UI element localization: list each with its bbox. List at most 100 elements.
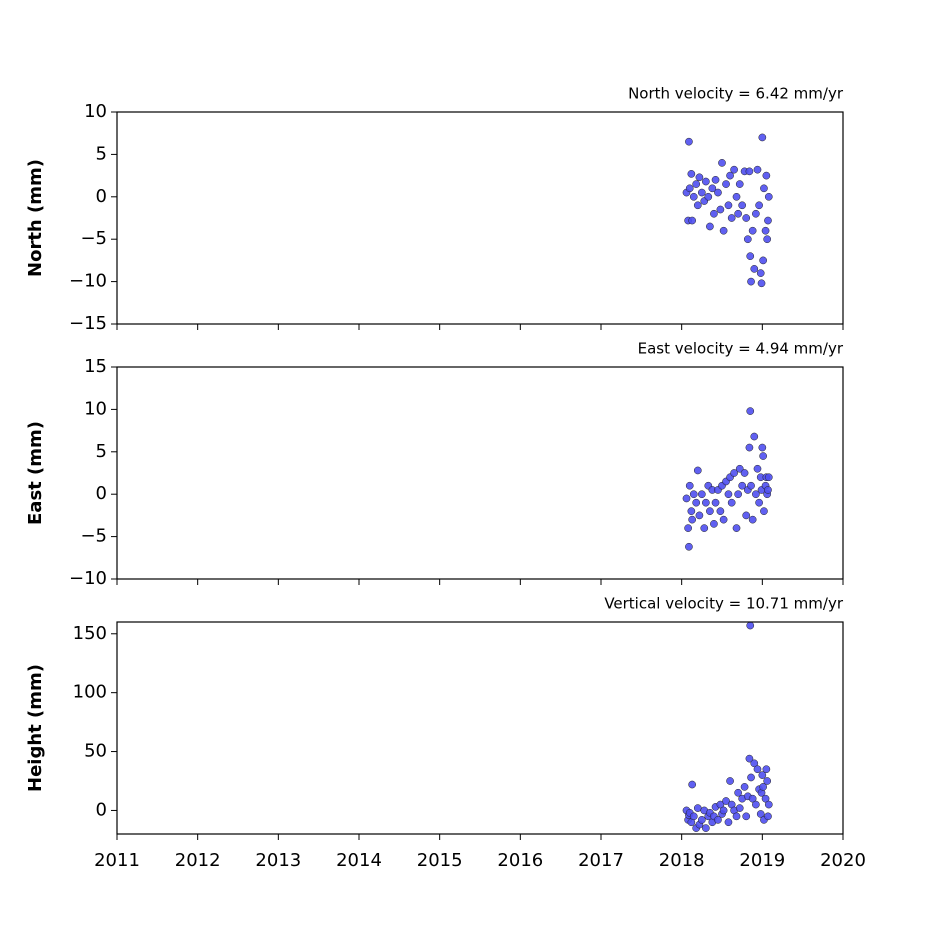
data-point bbox=[764, 800, 773, 809]
x-tick-label: 2013 bbox=[255, 850, 301, 871]
y-tick-label: 150 bbox=[73, 623, 107, 644]
data-point bbox=[759, 256, 767, 265]
data-point bbox=[716, 800, 725, 809]
data-point bbox=[685, 184, 694, 193]
data-point bbox=[732, 812, 741, 821]
data-point bbox=[742, 214, 751, 222]
data-point bbox=[740, 469, 749, 477]
data-point bbox=[750, 432, 759, 441]
data-point bbox=[760, 184, 768, 193]
data-point bbox=[726, 171, 734, 180]
data-point bbox=[708, 184, 717, 193]
y-tick-label: 15 bbox=[84, 356, 107, 377]
x-tick-label: 2011 bbox=[94, 850, 140, 871]
data-point bbox=[689, 490, 698, 499]
data-point bbox=[688, 780, 697, 789]
y-tick-label: −10 bbox=[69, 271, 107, 292]
data-point bbox=[764, 812, 772, 821]
data-point bbox=[724, 818, 733, 827]
data-point bbox=[685, 481, 694, 490]
data-point bbox=[747, 773, 755, 782]
panel-title: North velocity = 6.42 mm/yr bbox=[628, 85, 844, 103]
data-point bbox=[735, 180, 744, 188]
data-point bbox=[697, 816, 706, 824]
data-point bbox=[764, 192, 773, 201]
data-point bbox=[732, 524, 741, 532]
data-point bbox=[724, 490, 733, 499]
data-point bbox=[753, 765, 762, 774]
data-point bbox=[735, 804, 744, 812]
data-point bbox=[724, 201, 733, 210]
y-tick-label: −5 bbox=[80, 228, 107, 249]
y-tick-label: −15 bbox=[69, 313, 107, 334]
data-point bbox=[716, 507, 725, 516]
data-point bbox=[710, 209, 718, 218]
data-point bbox=[719, 515, 728, 524]
data-point bbox=[747, 277, 755, 286]
data-point bbox=[758, 771, 767, 779]
data-point bbox=[763, 235, 772, 244]
data-point bbox=[700, 524, 709, 532]
plot-frame bbox=[116, 111, 844, 325]
data-point bbox=[689, 192, 698, 201]
data-point bbox=[755, 498, 763, 507]
data-point bbox=[738, 481, 747, 490]
data-point bbox=[732, 192, 741, 201]
data-point bbox=[748, 794, 757, 803]
data-point bbox=[714, 816, 722, 824]
data-point bbox=[685, 542, 693, 551]
y-tick-label: 5 bbox=[96, 143, 107, 164]
data-point bbox=[758, 133, 767, 142]
data-point bbox=[727, 214, 736, 222]
data-point bbox=[753, 464, 762, 473]
y-tick-label: 10 bbox=[84, 101, 107, 122]
data-point bbox=[752, 800, 760, 809]
y-tick-label: 5 bbox=[96, 441, 107, 462]
data-point bbox=[687, 507, 696, 516]
data-point bbox=[752, 209, 760, 218]
data-point bbox=[760, 507, 768, 516]
data-point bbox=[706, 222, 714, 231]
data-point bbox=[727, 498, 736, 507]
data-point bbox=[763, 777, 772, 785]
data-point bbox=[764, 216, 772, 225]
data-point bbox=[746, 252, 755, 261]
data-point bbox=[740, 783, 749, 791]
y-tick-label: 0 bbox=[96, 186, 107, 207]
data-point bbox=[738, 201, 747, 210]
data-point bbox=[748, 226, 757, 235]
data-point bbox=[759, 452, 767, 460]
data-point bbox=[714, 188, 722, 197]
data-point bbox=[718, 159, 726, 167]
data-point bbox=[711, 175, 720, 184]
y-tick-label: 100 bbox=[73, 682, 107, 703]
data-point bbox=[748, 515, 757, 524]
data-point bbox=[682, 494, 691, 503]
data-point bbox=[734, 490, 742, 499]
data-point bbox=[743, 235, 752, 244]
data-point bbox=[702, 177, 710, 186]
data-point bbox=[702, 498, 710, 507]
data-point bbox=[730, 165, 738, 174]
y-tick-label: −5 bbox=[80, 526, 107, 547]
data-point bbox=[704, 192, 713, 201]
y-tick-label: 50 bbox=[84, 741, 107, 762]
data-point bbox=[750, 759, 759, 768]
data-point bbox=[689, 812, 698, 821]
data-point bbox=[756, 269, 765, 277]
data-point bbox=[745, 754, 754, 763]
data-point bbox=[685, 137, 693, 146]
data-point bbox=[695, 173, 704, 182]
data-point bbox=[761, 794, 770, 803]
plot-frame bbox=[116, 366, 844, 580]
y-tick-label: 10 bbox=[84, 398, 107, 419]
data-point bbox=[742, 511, 751, 520]
data-point bbox=[734, 209, 742, 218]
data-point bbox=[692, 180, 701, 188]
data-point bbox=[710, 520, 718, 528]
data-point bbox=[746, 621, 755, 630]
data-point bbox=[711, 498, 720, 507]
x-tick-label: 2017 bbox=[578, 850, 624, 871]
data-point bbox=[745, 167, 754, 176]
data-point bbox=[757, 279, 766, 288]
